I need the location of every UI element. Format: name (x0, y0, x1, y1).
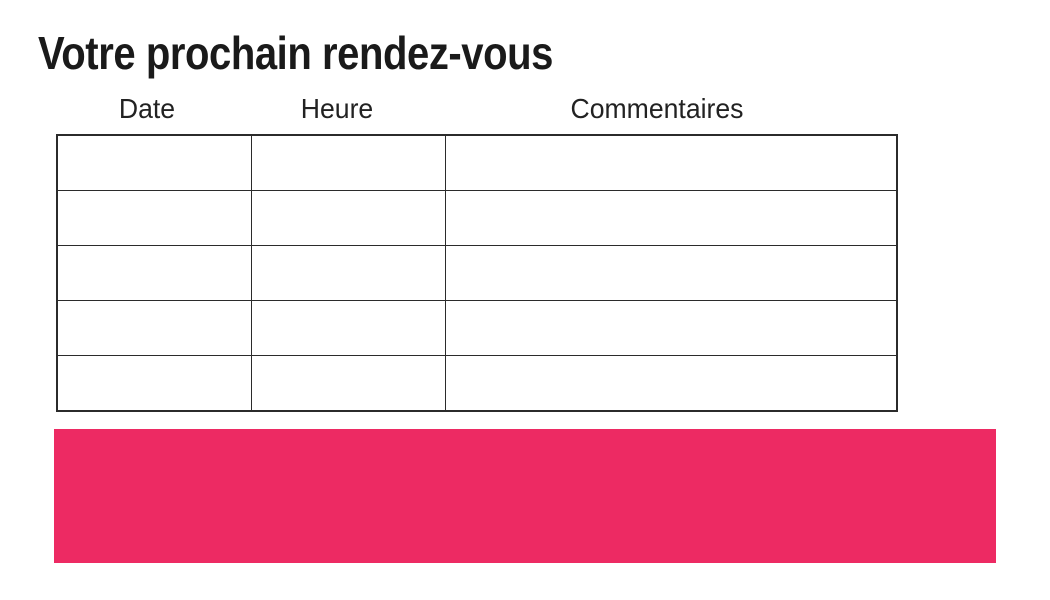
appointments-table (56, 134, 898, 412)
table-cell-heure (250, 245, 446, 301)
table-cell-commentaires (444, 134, 898, 191)
table-row (56, 190, 898, 246)
column-header-commentaires: Commentaires (570, 93, 744, 124)
table-row (56, 300, 898, 356)
table-cell-date (56, 245, 252, 301)
table-row (56, 134, 898, 191)
table-cell-commentaires (444, 300, 898, 356)
column-header-date: Date (118, 93, 176, 124)
table-cell-date (56, 355, 252, 412)
table-row (56, 355, 898, 412)
table-cell-commentaires (444, 355, 898, 412)
table-cell-heure (250, 190, 446, 246)
table-cell-commentaires (444, 245, 898, 301)
table-cell-commentaires (444, 190, 898, 246)
table-cell-date (56, 190, 252, 246)
accent-rectangle (54, 429, 996, 563)
page-title: Votre prochain rendez-vous (38, 27, 553, 79)
table-row (56, 245, 898, 301)
column-header-heure: Heure (300, 93, 374, 124)
table-cell-date (56, 300, 252, 356)
table-cell-heure (250, 300, 446, 356)
table-cell-heure (250, 355, 446, 412)
table-cell-date (56, 134, 252, 191)
table-cell-heure (250, 134, 446, 191)
